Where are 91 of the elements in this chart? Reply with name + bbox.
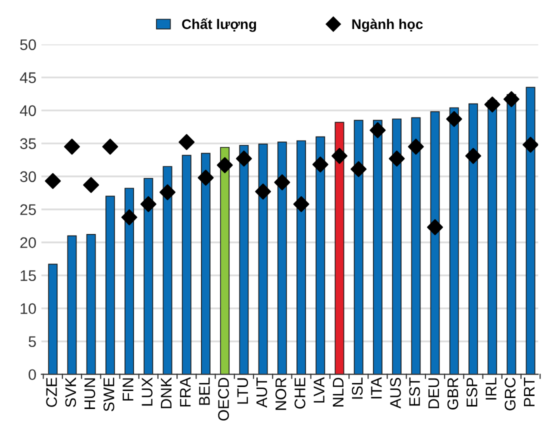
point — [140, 196, 156, 212]
y-tick-label: 40 — [20, 105, 36, 116]
point — [44, 173, 61, 189]
point — [484, 96, 500, 112]
x-tick-label: DEU — [428, 378, 440, 408]
x-tick-label: FRA — [180, 377, 191, 406]
bar — [258, 144, 268, 374]
x-tick-label: CHE — [294, 378, 306, 409]
x-tick-label: SWE — [103, 378, 114, 412]
x-tick-label: GBR — [447, 378, 458, 410]
bar — [67, 235, 77, 374]
point — [312, 156, 328, 172]
x-tick-label: IRL — [486, 378, 496, 400]
point — [255, 184, 272, 200]
y-tick-label: 0 — [28, 369, 36, 380]
point — [370, 122, 386, 138]
bar — [86, 234, 96, 374]
bar — [201, 152, 210, 374]
bar — [526, 86, 536, 374]
x-tick-label: ISL — [352, 378, 363, 399]
point — [427, 219, 443, 236]
point — [350, 161, 367, 178]
bar — [488, 100, 498, 374]
y-tick-label: 35 — [20, 138, 36, 150]
x-tick-label: SVK — [65, 377, 76, 408]
x-tick-label: AUS — [390, 378, 401, 409]
bar — [316, 136, 326, 374]
x-tick-label: HUN — [84, 378, 96, 409]
bar — [277, 142, 287, 374]
bar — [296, 140, 306, 374]
bar — [220, 146, 230, 374]
x-tick-label: ESP — [466, 378, 478, 406]
point — [408, 138, 424, 155]
point — [216, 157, 233, 174]
x-tick-label: LUX — [142, 377, 153, 406]
bar — [430, 111, 440, 374]
bar — [411, 117, 421, 374]
x-tick-label: OECD — [218, 378, 229, 421]
point — [121, 209, 138, 226]
point — [446, 111, 462, 127]
y-tick-label: 45 — [20, 72, 36, 84]
point — [522, 136, 538, 153]
x-tick-label: NLD — [332, 378, 344, 406]
y-tick-label: 5 — [28, 336, 36, 348]
bar — [239, 144, 249, 374]
x-tick-label: NOR — [275, 378, 286, 410]
point — [236, 150, 252, 167]
bar — [468, 103, 478, 374]
x-tick-label: GRC — [504, 378, 516, 410]
point — [160, 184, 176, 200]
bar — [182, 154, 192, 374]
point — [332, 148, 348, 164]
bar — [372, 120, 382, 374]
bar — [48, 264, 58, 374]
point — [102, 138, 118, 155]
point — [293, 196, 310, 212]
point — [83, 176, 100, 193]
legend-label: Chất lượng — [182, 18, 256, 32]
bar — [392, 118, 402, 374]
y-tick-label: 20 — [20, 237, 36, 248]
bar — [334, 122, 344, 374]
y-tick-label: 15 — [20, 270, 36, 282]
bar — [449, 107, 459, 374]
point — [198, 170, 214, 186]
y-tick-label: 50 — [20, 39, 36, 50]
bar — [506, 94, 516, 374]
bar — [354, 120, 364, 374]
x-tick-label: EST — [409, 377, 420, 406]
x-tick-label: ITA — [371, 377, 382, 398]
y-tick-label: 30 — [20, 171, 36, 182]
bar — [124, 188, 134, 374]
x-tick-label: DNK — [160, 377, 172, 408]
x-tick-label: BEL — [199, 378, 210, 405]
bar — [144, 178, 154, 374]
x-tick-label: CZE — [46, 378, 57, 407]
y-tick-label: 10 — [20, 303, 36, 314]
point — [388, 150, 405, 167]
point — [178, 134, 195, 150]
x-tick-label: FIN — [122, 378, 134, 400]
bar — [162, 166, 172, 374]
x-tick-label: LVA — [314, 377, 324, 403]
x-tick-label: PRT — [524, 377, 535, 406]
bar — [105, 196, 115, 374]
point — [465, 148, 482, 164]
point — [503, 91, 520, 108]
x-tick-label: LTU — [237, 378, 248, 404]
point — [64, 138, 80, 155]
x-tick-label: AUT — [256, 377, 268, 408]
legend-label: Ngành học — [352, 18, 423, 32]
y-tick-label: 25 — [20, 204, 36, 216]
point — [274, 174, 290, 190]
